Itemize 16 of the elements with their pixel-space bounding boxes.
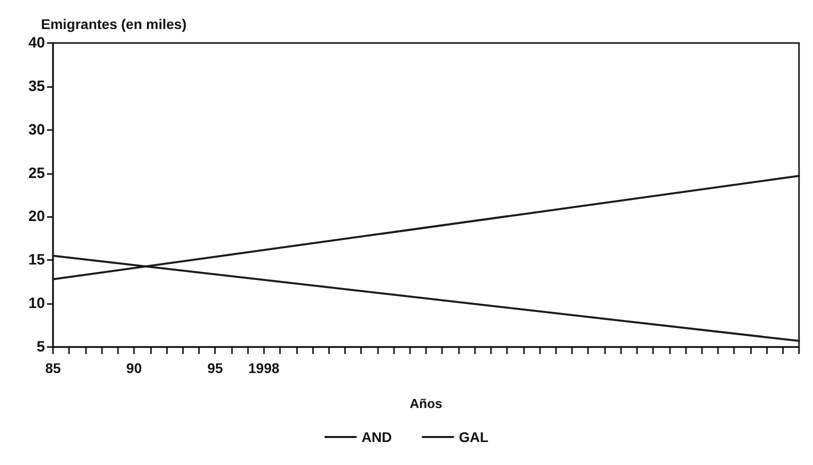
y-tick-label: 5: [36, 338, 45, 356]
y-axis-title: Emigrantes (en miles): [41, 16, 186, 32]
y-tick-label: 35: [28, 78, 45, 95]
x-tick-label: 95: [207, 360, 224, 376]
x-tick-label: 85: [45, 360, 61, 376]
x-axis-title: Años: [410, 396, 442, 411]
legend-label: AND: [362, 429, 392, 445]
x-tick-label: 90: [126, 360, 142, 376]
y-tick-label: 40: [28, 34, 45, 52]
y-tick-label: 15: [28, 252, 45, 269]
y-tick-label: 25: [28, 164, 45, 182]
y-tick-label: 10: [28, 295, 45, 312]
y-tick-label: 30: [28, 121, 45, 138]
y-tick-label: 20: [28, 208, 45, 226]
x-tick-label: 1998: [248, 360, 280, 376]
legend-label: GAL: [458, 429, 489, 445]
